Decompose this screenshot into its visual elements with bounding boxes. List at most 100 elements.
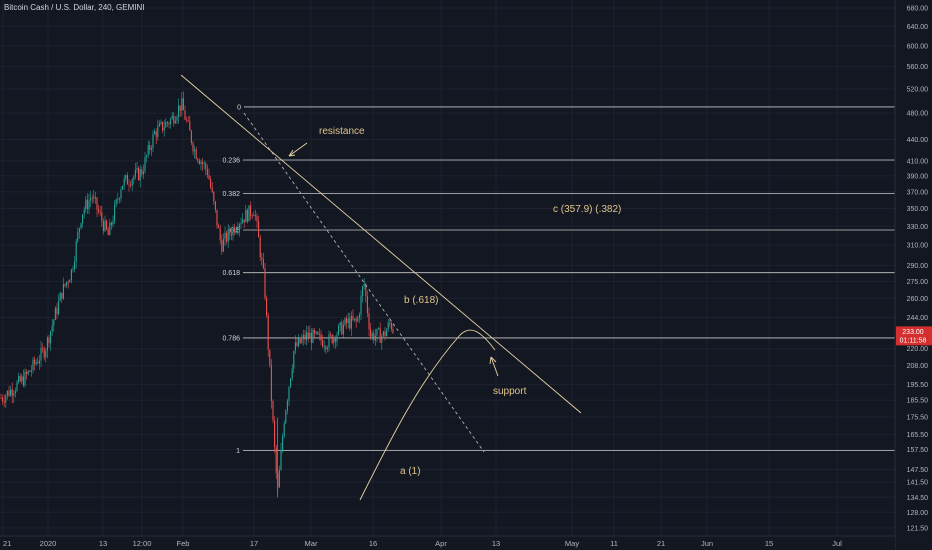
time-tick-label: 11 xyxy=(610,539,618,548)
candle xyxy=(381,333,383,350)
candle xyxy=(363,277,365,290)
candle xyxy=(246,208,248,224)
candle xyxy=(240,217,242,230)
support-curve xyxy=(359,329,496,501)
candle xyxy=(61,292,63,303)
candle xyxy=(74,255,76,273)
candle xyxy=(40,340,42,368)
candle xyxy=(85,195,87,213)
candle xyxy=(336,331,338,347)
candle xyxy=(56,302,58,320)
time-tick-label: 13 xyxy=(99,539,107,548)
price-tick-label: 175.50 xyxy=(907,414,929,421)
price-tick-label: 370.00 xyxy=(907,189,929,196)
candle xyxy=(310,328,312,351)
candle xyxy=(83,206,85,219)
candle xyxy=(234,223,236,236)
candle xyxy=(280,442,282,471)
candle xyxy=(387,319,389,332)
time-tick-label: 21 xyxy=(3,539,11,548)
time-tick-label: 12:00 xyxy=(133,539,152,548)
candle xyxy=(125,174,127,182)
candle xyxy=(14,387,16,398)
candle xyxy=(314,327,316,339)
candle xyxy=(13,389,15,404)
candle xyxy=(192,140,194,156)
candle xyxy=(37,356,39,365)
price-tick-label: 410.00 xyxy=(907,158,929,165)
candle xyxy=(253,211,255,217)
candle xyxy=(286,398,288,415)
candle xyxy=(24,368,26,388)
candle xyxy=(54,306,56,321)
candle xyxy=(38,354,40,370)
candle xyxy=(179,105,181,118)
candle xyxy=(64,283,66,288)
candle xyxy=(222,233,224,253)
candle xyxy=(386,327,388,337)
candle xyxy=(194,145,196,159)
time-tick-label: 17 xyxy=(250,539,258,548)
candle xyxy=(122,185,124,190)
candle xyxy=(328,330,330,352)
time-tick-label: 16 xyxy=(369,539,377,548)
resistance-trendline xyxy=(180,74,582,414)
candle xyxy=(259,234,261,262)
candle xyxy=(368,307,370,337)
fib-level-label: 0.236 xyxy=(222,158,240,165)
price-tick-label: 330.00 xyxy=(907,224,929,231)
price-tick-label: 220.00 xyxy=(907,346,929,353)
candle xyxy=(358,312,360,323)
candle xyxy=(243,219,245,228)
price-tick-label: 260.00 xyxy=(907,296,929,303)
candle xyxy=(392,324,394,335)
support-arrowhead xyxy=(489,356,497,365)
candle xyxy=(390,321,392,332)
time-tick-label: Jun xyxy=(701,539,713,548)
candle xyxy=(2,394,4,406)
candle xyxy=(262,252,264,270)
candle xyxy=(341,319,343,336)
candle xyxy=(162,121,164,133)
candle xyxy=(322,334,324,348)
candle xyxy=(309,325,311,338)
candle xyxy=(232,224,234,241)
time-tick-label: 13 xyxy=(492,539,500,548)
candle xyxy=(115,198,117,208)
candlestick-series xyxy=(0,91,394,498)
candle xyxy=(206,164,208,179)
candle xyxy=(296,337,298,347)
candle xyxy=(146,154,148,163)
resistance-arrow xyxy=(288,142,308,157)
candle xyxy=(160,119,162,126)
candle xyxy=(5,393,7,409)
time-axis: 21 2020 13 12:00 Feb 17 Mar 16 Apr 13 May 11 21 Jun 15… xyxy=(0,535,895,550)
candle xyxy=(288,386,290,406)
candle xyxy=(94,191,96,204)
candle xyxy=(27,369,29,376)
candle xyxy=(142,164,144,180)
candle xyxy=(237,221,239,235)
candle xyxy=(366,290,368,318)
candle xyxy=(22,369,24,388)
candle xyxy=(184,105,186,121)
candle xyxy=(302,329,304,346)
candle xyxy=(304,330,306,345)
candle xyxy=(306,325,308,346)
price-tick-label: 640.00 xyxy=(907,24,929,31)
price-tick-label: 350.00 xyxy=(907,206,929,213)
candle xyxy=(165,118,167,128)
candle xyxy=(195,146,197,160)
time-tick-label: 15 xyxy=(765,539,773,548)
time-tick-label: Feb xyxy=(177,539,190,548)
candle xyxy=(51,319,53,336)
candle xyxy=(242,213,244,224)
candle xyxy=(150,145,152,157)
candle xyxy=(10,385,12,398)
candle xyxy=(270,359,272,409)
fibonacci-retracement: 0 0.236 0.382 0.5 0.618 0.786 1 xyxy=(222,104,895,455)
candle xyxy=(352,309,354,322)
candle xyxy=(294,335,296,355)
